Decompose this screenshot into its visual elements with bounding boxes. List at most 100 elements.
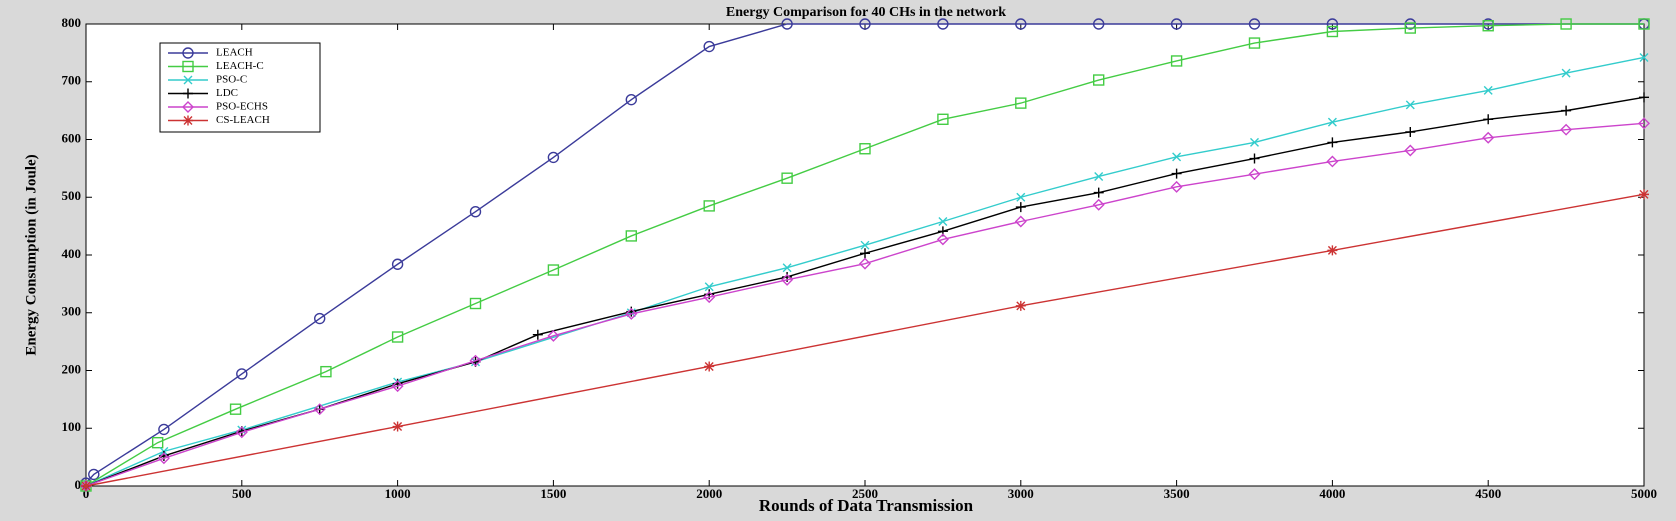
marker — [391, 331, 404, 343]
legend-label: LEACH — [216, 47, 253, 59]
marker — [1561, 105, 1572, 116]
marker — [625, 307, 638, 320]
y-tick-label: 200 — [62, 361, 82, 376]
marker — [1483, 85, 1493, 95]
y-tick-label: 400 — [62, 246, 82, 261]
legend-label: LEACH-C — [216, 60, 264, 72]
marker — [704, 361, 715, 372]
marker — [182, 47, 194, 59]
marker — [1638, 117, 1650, 130]
marker — [1248, 18, 1261, 30]
y-axis-label: Energy Consumption (in Joule) — [23, 154, 39, 355]
marker — [547, 329, 560, 342]
marker — [1249, 153, 1260, 164]
marker — [1639, 53, 1649, 62]
marker — [1482, 131, 1495, 144]
marker — [313, 403, 326, 416]
marker — [782, 263, 792, 273]
legend-label: PSO-ECHS — [216, 101, 268, 113]
marker — [320, 365, 332, 378]
marker — [158, 423, 170, 436]
marker — [1171, 168, 1182, 179]
marker — [860, 248, 870, 259]
marker — [1016, 192, 1026, 202]
marker — [1015, 97, 1027, 109]
series-line — [85, 122, 1645, 487]
legend-label: LDC — [216, 87, 238, 99]
marker — [236, 368, 248, 380]
marker — [391, 258, 404, 270]
marker — [1092, 18, 1105, 30]
marker — [547, 151, 560, 164]
marker — [183, 75, 193, 85]
marker — [1250, 137, 1259, 147]
marker — [1327, 137, 1338, 148]
marker — [532, 329, 543, 340]
marker — [182, 60, 194, 73]
legend-label: PSO-C — [216, 74, 247, 86]
marker — [938, 217, 948, 226]
legend-label: CS-LEACH — [216, 114, 270, 126]
marker — [1093, 187, 1104, 198]
marker — [1327, 245, 1338, 256]
series-line — [85, 193, 1645, 487]
x-axis-label: Rounds of Data Transmission — [759, 496, 974, 515]
marker — [182, 101, 194, 113]
marker — [1326, 155, 1339, 168]
marker — [1092, 74, 1105, 86]
series-line — [85, 23, 1644, 484]
marker — [469, 297, 482, 310]
marker — [151, 436, 164, 449]
y-tick-label: 100 — [62, 419, 82, 434]
x-tick-label: 500 — [232, 486, 252, 501]
y-tick-label: 300 — [62, 304, 82, 319]
chart-title: Energy Comparison for 40 CHs in the netw… — [726, 5, 1006, 20]
y-tick-label: 600 — [62, 130, 82, 145]
marker — [937, 113, 949, 125]
marker — [703, 200, 715, 212]
marker — [781, 172, 793, 184]
marker — [183, 115, 193, 126]
marker — [625, 230, 637, 242]
marker — [1638, 18, 1650, 30]
marker — [1094, 171, 1104, 181]
marker — [703, 291, 716, 304]
marker — [229, 403, 242, 415]
y-tick-label: 800 — [62, 15, 82, 30]
marker — [1326, 25, 1339, 38]
marker — [1639, 92, 1649, 103]
marker — [1561, 68, 1571, 78]
marker — [781, 18, 793, 30]
x-tick-label: 2500 — [852, 486, 878, 501]
marker — [1092, 198, 1105, 211]
marker — [314, 312, 326, 325]
x-tick-label: 4000 — [1319, 486, 1345, 501]
marker — [1327, 117, 1337, 127]
marker — [860, 240, 870, 250]
y-tick-label: 0 — [75, 477, 82, 492]
marker — [1172, 152, 1182, 162]
x-tick-label: 1500 — [540, 486, 566, 501]
marker — [703, 40, 715, 53]
marker — [1326, 18, 1339, 30]
marker — [1405, 100, 1415, 110]
y-tick-label: 500 — [62, 188, 82, 203]
x-tick-label: 1000 — [385, 486, 411, 501]
x-tick-label: 3000 — [1008, 486, 1034, 501]
marker — [1015, 202, 1026, 213]
marker — [859, 143, 871, 155]
marker — [1015, 18, 1027, 30]
marker — [183, 88, 193, 99]
series-line — [85, 23, 1644, 487]
marker — [1014, 215, 1027, 228]
marker — [1560, 18, 1572, 30]
marker — [781, 273, 794, 286]
marker — [1170, 180, 1183, 193]
x-tick-label: 4500 — [1475, 486, 1501, 501]
marker — [1482, 20, 1494, 32]
marker — [704, 282, 714, 292]
marker — [547, 264, 560, 276]
marker — [859, 18, 871, 30]
